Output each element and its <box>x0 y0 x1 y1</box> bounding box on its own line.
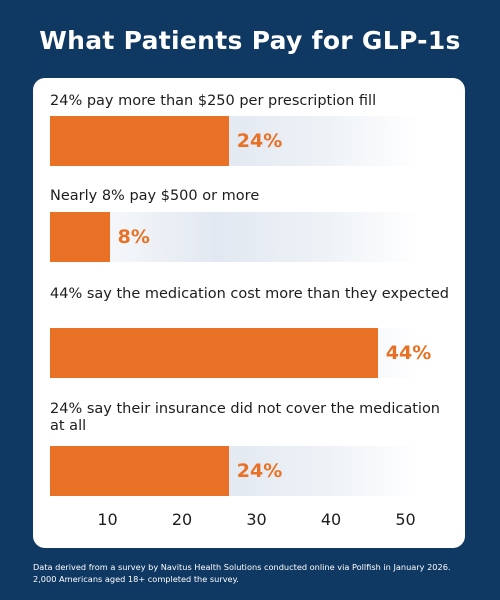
data-bar <box>50 328 378 378</box>
x-tick-label: 20 <box>171 510 193 529</box>
footnote: Data derived from a survey by Navitus He… <box>33 562 451 584</box>
category-label: 24% pay more than $250 per prescription … <box>50 93 377 109</box>
value-label: 8% <box>117 226 150 248</box>
bar-track: 24% <box>50 116 420 166</box>
value-label: 24% <box>236 130 283 152</box>
x-tick-label: 50 <box>395 510 416 529</box>
bar-track: 44% <box>50 328 431 378</box>
value-label: 24% <box>236 460 283 482</box>
x-tick-label: 10 <box>97 510 118 529</box>
data-bar <box>50 446 229 496</box>
chart-card: 24% pay more than $250 per prescription … <box>33 78 465 548</box>
data-bar <box>50 212 110 262</box>
data-bar <box>50 116 229 166</box>
category-label: 24% say their insurance did not cover th… <box>50 401 440 434</box>
bar-track: 8% <box>50 212 420 262</box>
category-label: 44% say the medication cost more than th… <box>50 286 449 302</box>
value-label: 44% <box>385 342 432 364</box>
category-label: Nearly 8% pay $500 or more <box>50 188 260 204</box>
bar-track: 24% <box>50 446 420 496</box>
chart-title: What Patients Pay for GLP-1s <box>39 26 461 55</box>
x-tick-label: 40 <box>320 510 342 529</box>
x-tick-label: 30 <box>246 510 267 529</box>
